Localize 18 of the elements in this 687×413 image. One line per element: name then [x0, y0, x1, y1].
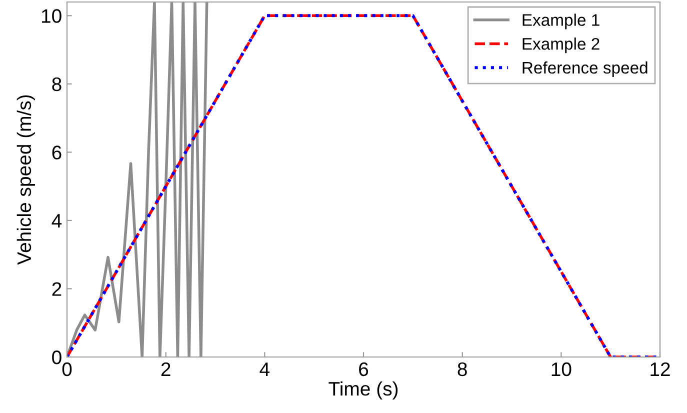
x-tick-label: 6 [359, 362, 368, 376]
y-tick-label: 0 [52, 350, 62, 364]
x-tick-label: 4 [260, 362, 270, 376]
x-tick-label: 12 [650, 362, 670, 376]
y-tick-label: 10 [42, 9, 62, 23]
x-tick-label: 10 [552, 362, 572, 376]
x-tick-label: 0 [62, 362, 72, 376]
legend-label: Example 1 [522, 14, 600, 30]
y-tick-label: 4 [52, 214, 62, 228]
y-tick-label: 6 [52, 146, 62, 160]
x-tick-label: 8 [458, 362, 467, 376]
y-axis-title: Vehicle speed (m/s) [16, 95, 35, 265]
legend-label: Example 2 [522, 38, 600, 54]
x-tick-label: 2 [161, 362, 170, 376]
x-axis-title: Time (s) [328, 381, 398, 400]
y-tick-label: 2 [52, 282, 62, 296]
y-tick-label: 8 [52, 77, 62, 92]
legend-label: Reference speed [522, 61, 648, 77]
